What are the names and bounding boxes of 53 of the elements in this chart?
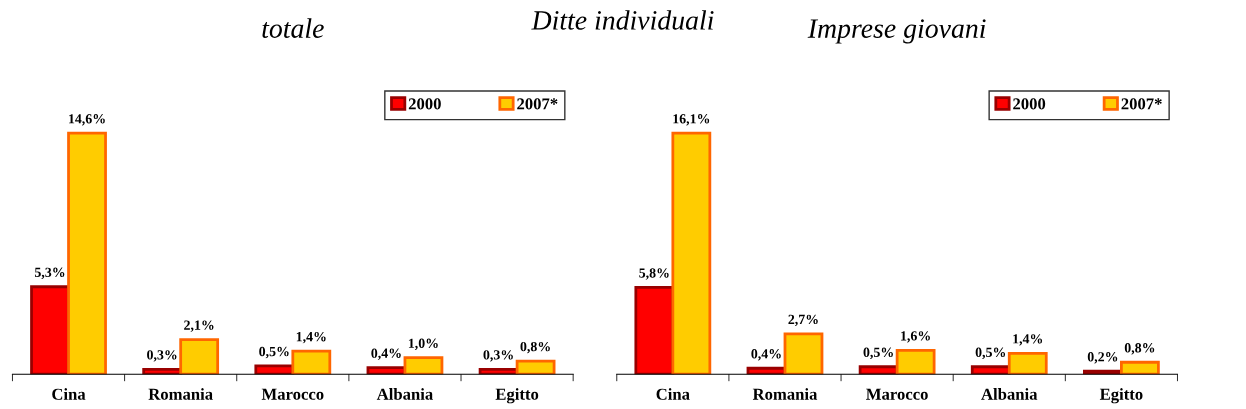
- x-tick-label: Marocco: [866, 388, 928, 400]
- bar: [403, 356, 444, 375]
- bar: [478, 367, 519, 375]
- data-label: 0,8%: [1124, 343, 1155, 355]
- data-label: 5,3%: [34, 267, 65, 279]
- data-label: 5,8%: [639, 268, 669, 280]
- data-label: 1,6%: [901, 331, 930, 343]
- x-tick-label: Cina: [656, 388, 690, 400]
- chart-subtitle: totale: [262, 18, 324, 38]
- bar: [671, 131, 712, 375]
- chart-title: Ditte individuali: [531, 10, 714, 30]
- x-tick-label: Romania: [148, 388, 213, 400]
- data-label: 0,5%: [863, 347, 893, 359]
- bar: [858, 365, 899, 375]
- bar: [1120, 360, 1160, 375]
- data-label: 2,1%: [184, 320, 214, 332]
- bar: [67, 131, 107, 375]
- legend-label: 2007*: [1121, 98, 1162, 110]
- data-label: 2,7%: [788, 314, 818, 327]
- bar: [179, 338, 220, 375]
- bar: [515, 359, 556, 375]
- bar: [895, 348, 936, 375]
- bar: [783, 332, 824, 375]
- data-label: 0,2%: [1087, 352, 1118, 364]
- bar: [746, 366, 787, 375]
- x-tick-label: Romania: [752, 388, 818, 400]
- bar: [291, 349, 332, 375]
- bar: [1007, 351, 1048, 375]
- x-tick-label: Marocco: [261, 388, 324, 400]
- data-label: 0,3%: [147, 350, 177, 362]
- data-label: 1,4%: [1013, 334, 1043, 346]
- legend-label: 2000: [1013, 98, 1046, 110]
- data-label: 0,5%: [259, 346, 289, 359]
- x-tick-label: Egitto: [495, 388, 539, 404]
- legend-label: 2007*: [517, 98, 558, 110]
- legend-label: 2000: [408, 98, 441, 110]
- bar: [30, 285, 70, 375]
- data-label: 0,4%: [751, 349, 781, 361]
- x-tick-label: Albania: [376, 388, 433, 400]
- data-label: 1,0%: [408, 338, 438, 350]
- data-label: 0,8%: [520, 341, 550, 354]
- data-label: 0,5%: [975, 347, 1006, 359]
- data-label: 14,6%: [69, 114, 105, 126]
- data-label: 1,4%: [296, 331, 326, 344]
- bar: [366, 366, 407, 375]
- data-label: 0,4%: [371, 348, 401, 360]
- x-tick-label: Cina: [52, 388, 86, 400]
- bar: [970, 365, 1011, 375]
- x-tick-label: Albania: [981, 388, 1038, 400]
- data-label: 0,3%: [483, 350, 513, 362]
- chart-subtitle: Imprese giovani: [807, 19, 986, 44]
- data-label: 16,1%: [673, 114, 710, 126]
- x-tick-label: Egitto: [1099, 388, 1143, 404]
